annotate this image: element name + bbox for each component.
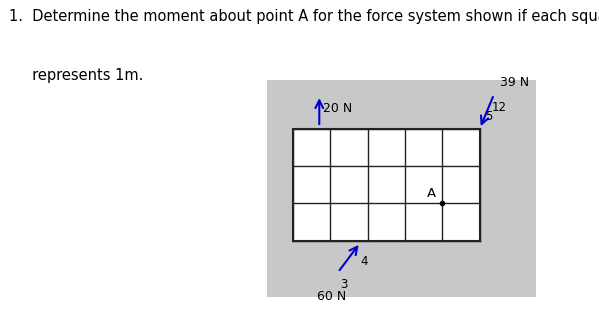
Text: 20 N: 20 N — [323, 102, 352, 115]
Text: 39 N: 39 N — [500, 76, 529, 89]
Text: A: A — [426, 188, 435, 201]
Text: 5: 5 — [485, 110, 492, 123]
Text: 12: 12 — [492, 101, 507, 114]
FancyBboxPatch shape — [267, 80, 536, 297]
Text: 1.  Determine the moment about point A for the force system shown if each square: 1. Determine the moment about point A fo… — [9, 9, 599, 24]
Text: 60 N: 60 N — [317, 290, 347, 303]
Text: represents 1m.: represents 1m. — [9, 68, 143, 83]
Text: 3: 3 — [340, 278, 347, 291]
FancyBboxPatch shape — [293, 129, 480, 241]
Text: 4: 4 — [361, 255, 368, 268]
